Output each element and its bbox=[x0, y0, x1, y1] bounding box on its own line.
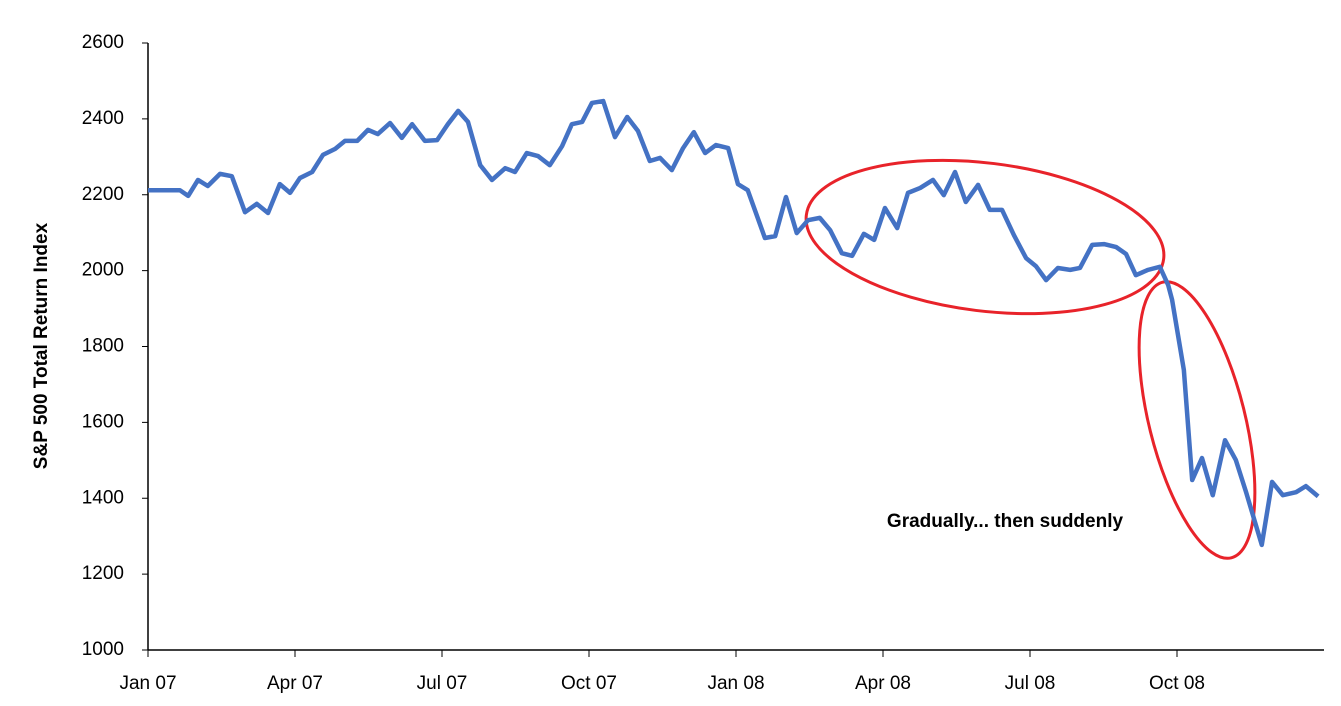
highlight-ellipse bbox=[804, 158, 1166, 316]
y-tick-label: 2400 bbox=[82, 108, 124, 129]
y-tick-label: 2600 bbox=[82, 32, 124, 53]
x-tick-label: Apr 08 bbox=[855, 673, 911, 694]
x-tick-label: Oct 08 bbox=[1149, 673, 1205, 694]
y-tick-label: 1400 bbox=[82, 487, 124, 508]
y-axis-label: S&P 500 Total Return Index bbox=[31, 222, 52, 469]
y-tick-label: 2000 bbox=[82, 260, 124, 281]
x-tick-label: Jul 07 bbox=[417, 673, 468, 694]
x-tick-label: Jan 07 bbox=[119, 673, 176, 694]
y-tick-label: 1200 bbox=[82, 563, 124, 584]
highlight-ellipse bbox=[1137, 280, 1257, 560]
y-tick-label: 1600 bbox=[82, 411, 124, 432]
y-tick-label: 2200 bbox=[82, 184, 124, 205]
x-tick-label: Oct 07 bbox=[561, 673, 617, 694]
x-tick-label: Apr 07 bbox=[267, 673, 323, 694]
x-tick-label: Jan 08 bbox=[707, 673, 764, 694]
y-tick-label: 1800 bbox=[82, 336, 124, 357]
data-line bbox=[148, 98, 1320, 548]
x-tick-label: Jul 08 bbox=[1005, 673, 1056, 694]
annotation: Gradually... then suddenly bbox=[887, 511, 1124, 532]
y-tick-label: 1000 bbox=[82, 639, 124, 660]
